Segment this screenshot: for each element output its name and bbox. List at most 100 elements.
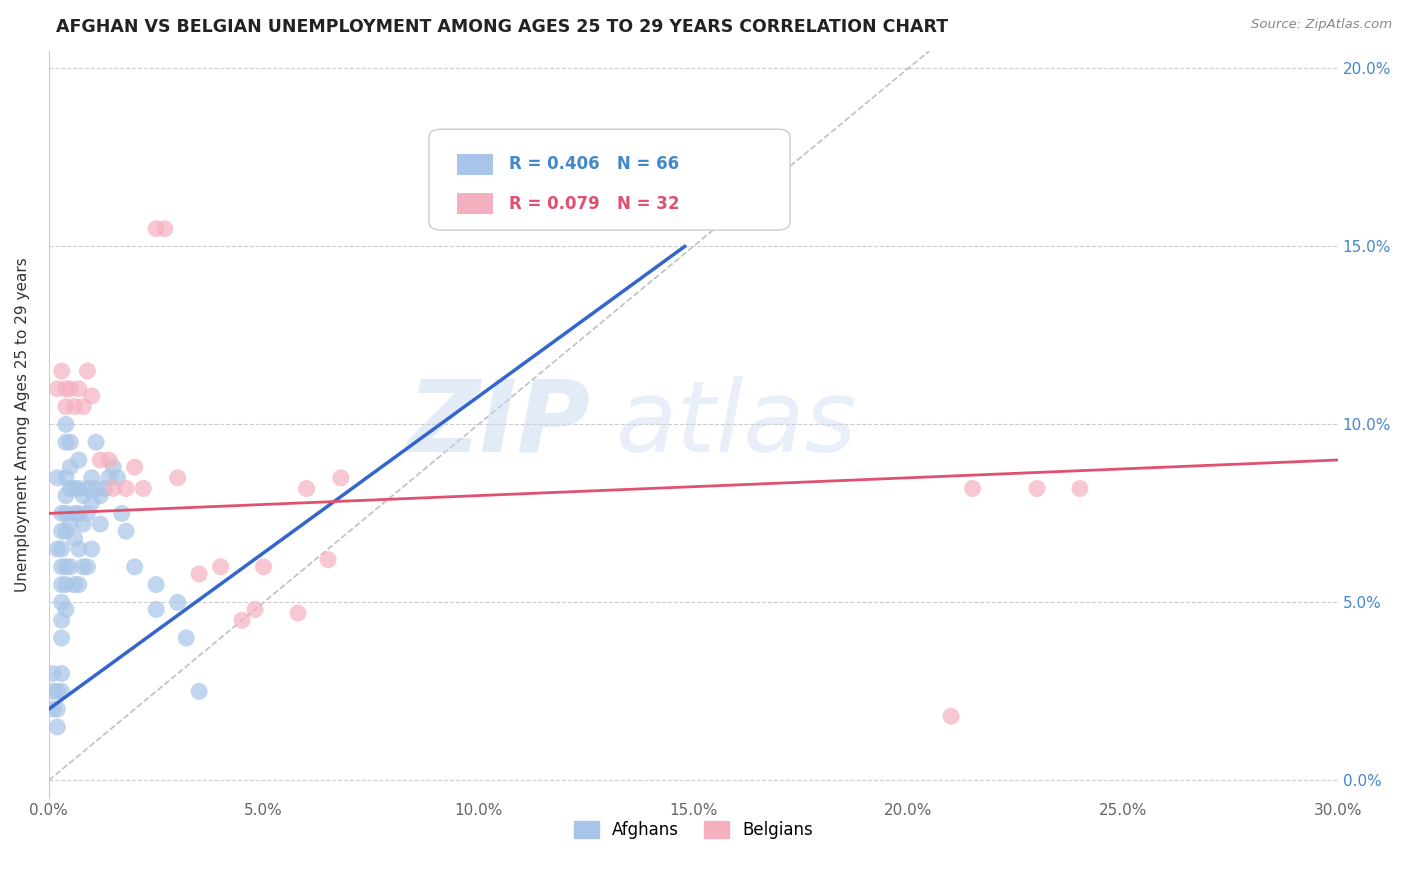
Point	[59, 559, 82, 574]
Text: R = 0.406   N = 66: R = 0.406 N = 66	[509, 155, 679, 173]
Point	[51, 559, 73, 574]
Point	[84, 435, 107, 450]
Point	[97, 453, 120, 467]
Point	[51, 524, 73, 539]
Point	[243, 602, 266, 616]
Point	[76, 364, 98, 378]
Point	[51, 595, 73, 609]
Point	[252, 559, 274, 574]
Point	[67, 507, 90, 521]
Point	[80, 471, 103, 485]
Point	[103, 460, 125, 475]
Point	[55, 489, 77, 503]
Point	[67, 482, 90, 496]
Point	[51, 507, 73, 521]
Point	[46, 382, 69, 396]
Point	[89, 517, 111, 532]
Point	[59, 382, 82, 396]
Point	[145, 577, 167, 591]
Point	[46, 684, 69, 698]
Point	[939, 709, 962, 723]
Point	[962, 482, 984, 496]
Point	[188, 566, 211, 581]
Point	[93, 482, 115, 496]
Point	[55, 577, 77, 591]
Point	[67, 382, 90, 396]
Point	[80, 496, 103, 510]
Point	[46, 720, 69, 734]
Point	[55, 524, 77, 539]
Point	[55, 400, 77, 414]
Text: R = 0.079   N = 32: R = 0.079 N = 32	[509, 195, 679, 213]
Point	[174, 631, 197, 645]
Point	[67, 453, 90, 467]
Point	[63, 482, 86, 496]
Point	[111, 507, 134, 521]
Point	[72, 559, 94, 574]
Point	[59, 460, 82, 475]
Bar	[457, 194, 494, 214]
Point	[63, 531, 86, 545]
Y-axis label: Unemployment Among Ages 25 to 29 years: Unemployment Among Ages 25 to 29 years	[15, 257, 30, 591]
Point	[51, 577, 73, 591]
Point	[51, 364, 73, 378]
Point	[76, 507, 98, 521]
Point	[89, 453, 111, 467]
Point	[80, 389, 103, 403]
Point	[55, 435, 77, 450]
Point	[51, 631, 73, 645]
Point	[46, 471, 69, 485]
Point	[103, 482, 125, 496]
Point	[84, 482, 107, 496]
Point	[115, 482, 138, 496]
Point	[46, 541, 69, 556]
Point	[42, 666, 65, 681]
Point	[166, 595, 188, 609]
Point	[153, 221, 176, 235]
Bar	[457, 153, 494, 175]
Point	[55, 602, 77, 616]
Point	[115, 524, 138, 539]
Text: AFGHAN VS BELGIAN UNEMPLOYMENT AMONG AGES 25 TO 29 YEARS CORRELATION CHART: AFGHAN VS BELGIAN UNEMPLOYMENT AMONG AGE…	[56, 18, 949, 36]
Point	[51, 613, 73, 627]
Point	[51, 684, 73, 698]
Point	[55, 559, 77, 574]
Point	[72, 489, 94, 503]
Point	[1069, 482, 1091, 496]
Point	[51, 666, 73, 681]
Point	[59, 482, 82, 496]
Point	[89, 489, 111, 503]
Point	[329, 471, 352, 485]
Point	[55, 471, 77, 485]
Point	[1026, 482, 1049, 496]
Point	[67, 541, 90, 556]
Point	[97, 471, 120, 485]
Point	[295, 482, 318, 496]
Point	[63, 577, 86, 591]
Text: ZIP: ZIP	[408, 376, 591, 473]
Point	[46, 702, 69, 716]
Text: Source: ZipAtlas.com: Source: ZipAtlas.com	[1251, 18, 1392, 31]
Point	[287, 606, 309, 620]
Point	[76, 559, 98, 574]
Point	[63, 400, 86, 414]
Point	[51, 541, 73, 556]
Point	[67, 577, 90, 591]
Point	[55, 507, 77, 521]
Point	[80, 541, 103, 556]
Point	[59, 435, 82, 450]
Point	[132, 482, 155, 496]
Point	[42, 702, 65, 716]
Point	[124, 460, 146, 475]
Text: atlas: atlas	[616, 376, 858, 473]
Point	[76, 482, 98, 496]
Point	[42, 684, 65, 698]
Legend: Afghans, Belgians: Afghans, Belgians	[567, 814, 820, 846]
Point	[55, 417, 77, 432]
Point	[145, 602, 167, 616]
Point	[166, 471, 188, 485]
Point	[145, 221, 167, 235]
Point	[63, 507, 86, 521]
Point	[72, 400, 94, 414]
FancyBboxPatch shape	[429, 129, 790, 230]
